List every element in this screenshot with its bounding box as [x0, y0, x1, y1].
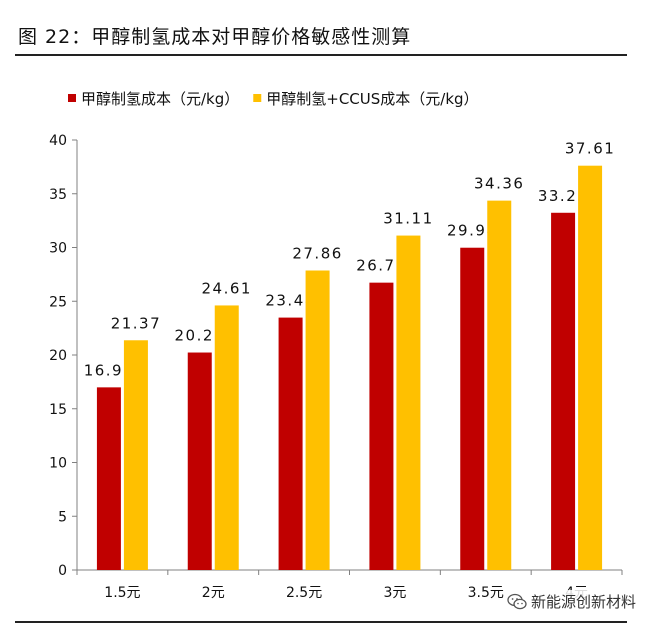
data-label-methanol-ccus-cost: 37.61	[565, 140, 615, 158]
data-label-methanol-ccus-cost: 24.61	[202, 279, 252, 297]
wechat-icon	[507, 593, 527, 609]
y-tick-label: 10	[49, 456, 67, 472]
bar-methanol-ccus-cost	[214, 305, 239, 570]
y-tick-label: 15	[49, 402, 67, 418]
bar-methanol-ccus-cost	[487, 200, 512, 570]
legend-label: 甲醇制氢+CCUS成本（元/kg）	[266, 90, 478, 108]
data-label-methanol-cost: 29.98	[447, 222, 497, 240]
y-tick-label: 35	[49, 187, 67, 203]
data-label-methanol-cost: 33.23	[538, 187, 588, 205]
bar-methanol-cost	[369, 282, 394, 570]
data-label-methanol-ccus-cost: 34.36	[474, 175, 524, 193]
data-label-methanol-ccus-cost: 27.86	[292, 245, 342, 263]
y-tick-label: 25	[49, 294, 67, 310]
figure-title: 图 22：甲醇制氢成本对甲醇价格敏感性测算	[18, 26, 412, 48]
y-tick-label: 40	[49, 133, 67, 149]
x-category-label: 2.5元	[286, 585, 322, 601]
y-tick-label: 30	[49, 241, 67, 257]
y-tick-label: 0	[58, 563, 67, 579]
y-tick-label: 5	[58, 509, 67, 525]
bar-methanol-cost	[551, 212, 576, 570]
x-category-label: 3元	[383, 585, 406, 601]
bar-methanol-cost	[96, 387, 121, 570]
bar-methanol-ccus-cost	[396, 235, 421, 570]
watermark-text: 新能源创新材料	[531, 593, 637, 611]
bar-methanol-cost	[187, 352, 212, 570]
data-label-methanol-cost: 16.99	[84, 361, 134, 379]
bar-methanol-cost	[278, 317, 303, 570]
bottom-divider	[15, 621, 627, 623]
bar-methanol-ccus-cost	[123, 340, 148, 570]
bar-methanol-cost	[460, 247, 485, 570]
data-label-methanol-ccus-cost: 31.11	[383, 210, 433, 228]
y-tick-label: 20	[49, 348, 67, 364]
data-label-methanol-cost: 20.23	[175, 327, 225, 345]
legend-swatch	[253, 94, 262, 102]
bar-methanol-ccus-cost	[578, 165, 603, 570]
data-label-methanol-ccus-cost: 21.37	[111, 314, 161, 332]
x-category-label: 1.5元	[104, 585, 140, 601]
bar-methanol-ccus-cost	[305, 270, 330, 570]
title-divider	[15, 54, 627, 56]
data-label-methanol-cost: 26.73	[356, 257, 406, 275]
legend-label: 甲醇制氢成本（元/kg）	[81, 90, 239, 108]
watermark: 新能源创新材料	[504, 590, 640, 613]
data-label-methanol-cost: 23.48	[265, 292, 315, 310]
legend-swatch	[68, 94, 76, 102]
x-category-label: 3.5元	[468, 585, 504, 601]
x-category-label: 2元	[202, 585, 225, 601]
